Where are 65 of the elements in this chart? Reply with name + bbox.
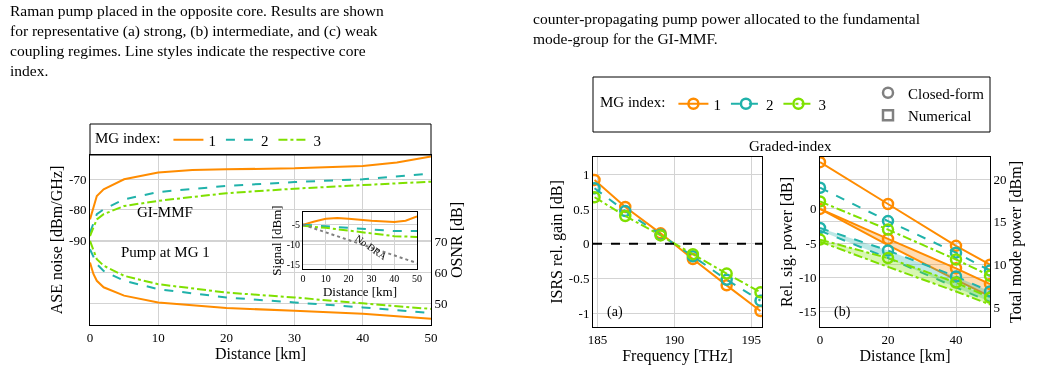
y2-tick-label: 70 — [434, 234, 448, 250]
x-tick-label: 10 — [320, 273, 331, 284]
y2-tick-label: 20 — [993, 171, 1007, 187]
x-tick-label: 40 — [356, 329, 370, 345]
y2-tick-label: 10 — [993, 257, 1007, 273]
y-tick-label: -90 — [69, 232, 87, 248]
y-tick-label: -10 — [799, 269, 817, 285]
legend-title: MG index: — [600, 94, 666, 110]
legend-label: 1 — [713, 96, 721, 113]
y2-tick-label: 15 — [993, 214, 1007, 230]
legend-label: Numerical — [908, 108, 972, 125]
legend-label: 1 — [208, 132, 216, 149]
x-tick-label: 30 — [288, 329, 302, 345]
y2-axis-title: Total mode power [dBm] — [1006, 161, 1025, 323]
x-axis-title: Distance [km] — [322, 284, 398, 299]
x-tick-label: 20 — [219, 329, 233, 345]
y-tick-label: -5 — [805, 235, 817, 251]
x-tick-label: 185 — [587, 331, 608, 347]
legend-title: MG index: — [95, 130, 161, 146]
legend-label: 3 — [313, 132, 321, 149]
y-tick-label: 0 — [809, 201, 817, 217]
x-tick-label: 40 — [389, 273, 400, 284]
y-axis-title: ISRS rel. gain [dB] — [547, 180, 566, 304]
annotation: Pump at MG 1 — [121, 244, 210, 260]
x-tick-label: 10 — [151, 329, 165, 345]
text: Raman pump placed in the opposite core. Results are shown for representative (a) strong, (b) intermediate, and (c) weak coupling regimes. Line styles indicate the respective core index. — [10, 2, 384, 80]
x-tick-label: 20 — [881, 331, 895, 347]
x-tick-label: 50 — [412, 273, 422, 284]
y2-tick-label: 50 — [434, 295, 448, 311]
legend-label: 3 — [818, 96, 826, 113]
annotation: (a) — [607, 304, 623, 320]
y-tick-label: 0.5 — [573, 201, 590, 217]
y-tick-label: -80 — [69, 202, 87, 218]
y-axis-title: ASE noise [dBm/GHz] — [47, 165, 65, 315]
y-tick-label: -1 — [578, 305, 590, 321]
text: counter-propagating pump power allocated to the fundamental mode-group for the GI-MMF. — [533, 10, 921, 48]
y-tick-label: -15 — [799, 303, 817, 319]
x-tick-label: 50 — [424, 329, 438, 345]
x-tick-label: 20 — [343, 273, 354, 284]
y-axis-title: Signal [dBm] — [268, 205, 284, 276]
y-tick-label: 1 — [582, 166, 590, 182]
y-axis-title: Rel. sig. power [dB] — [777, 176, 796, 308]
legend-label: 2 — [765, 96, 774, 113]
x-axis-title: Distance [km] — [214, 344, 307, 362]
y-tick-label: -5 — [291, 219, 300, 231]
y-tick-label: -10 — [286, 238, 300, 250]
y2-axis-title: OSNR [dB] — [447, 201, 465, 279]
chart-title: Graded-index — [749, 138, 832, 154]
y2-tick-label: 60 — [434, 265, 448, 280]
y-tick-label: -70 — [69, 171, 87, 187]
y2-tick-label: 5 — [993, 299, 1001, 315]
y-tick-label: 0 — [582, 236, 590, 252]
annotation: (b) — [834, 304, 851, 320]
x-tick-label: 190 — [664, 331, 685, 347]
y-tick-label: -0.5 — [568, 270, 590, 286]
y-tick-label: -15 — [286, 258, 300, 270]
legend-label: 2 — [260, 132, 269, 149]
annotation: No DRA — [353, 232, 390, 263]
x-axis-title: Frequency [THz] — [622, 346, 733, 365]
legend-label: Closed-form — [908, 85, 985, 102]
x-tick-label: 30 — [366, 273, 377, 284]
annotation: GI-MMF — [137, 204, 193, 220]
x-axis-title: Distance [km] — [859, 346, 951, 364]
x-tick-label: 40 — [949, 331, 963, 347]
x-tick-label: 195 — [741, 331, 761, 347]
